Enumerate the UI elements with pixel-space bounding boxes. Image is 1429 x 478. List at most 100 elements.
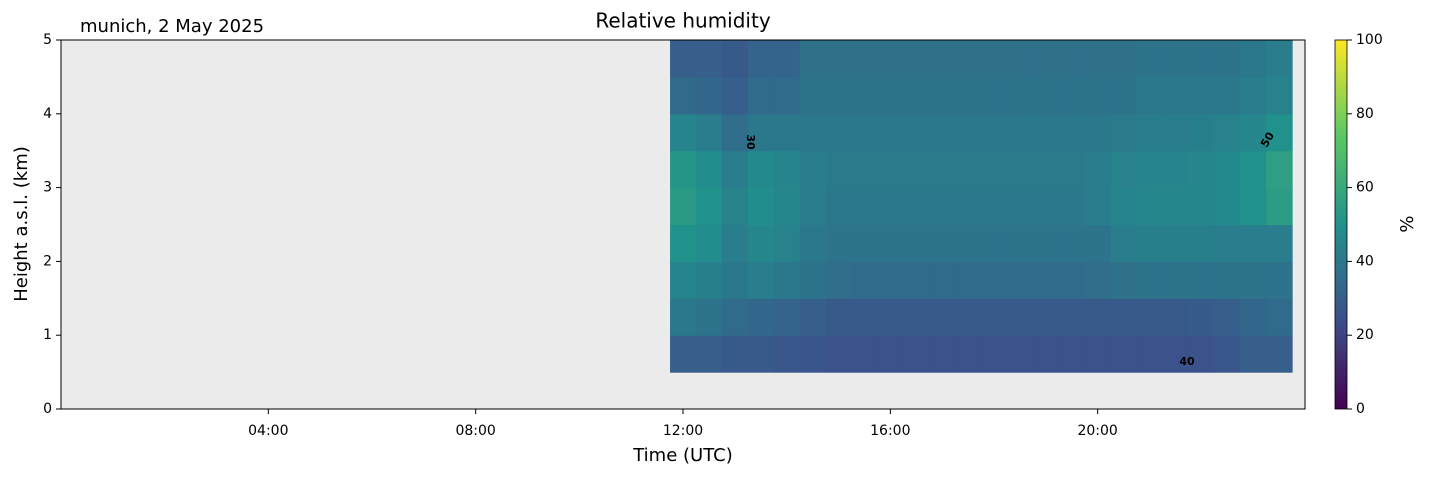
field-cell	[1032, 113, 1060, 152]
field-cell	[695, 113, 723, 152]
field-cell	[955, 261, 982, 299]
colorbar-tick-label: 60	[1356, 180, 1374, 196]
field-cell	[1084, 335, 1112, 373]
field-cell	[1058, 76, 1086, 115]
field-cell	[1084, 298, 1112, 336]
field-cell	[670, 150, 697, 189]
field-cell	[773, 76, 801, 115]
field-cell	[1032, 335, 1060, 373]
field-cell	[825, 335, 853, 373]
field-cell	[799, 40, 827, 78]
field-cell	[1136, 298, 1164, 336]
field-cell	[929, 298, 956, 336]
field-cell	[695, 298, 723, 336]
colorbar-tick-label: 0	[1356, 401, 1365, 417]
field-cell	[721, 150, 749, 189]
field-cell	[903, 150, 930, 189]
field-cell	[1006, 224, 1034, 262]
field-cell	[1032, 298, 1060, 336]
field-cell	[851, 335, 878, 373]
field-cell	[670, 76, 697, 115]
field-cell	[877, 224, 904, 262]
field-cell	[1084, 261, 1112, 299]
x-tick-label: 12:00	[663, 423, 703, 439]
field-cell	[1032, 261, 1060, 299]
field-cell	[903, 113, 930, 152]
field-cell	[721, 113, 749, 152]
field-cell	[981, 298, 1008, 336]
field-cell	[1266, 298, 1293, 336]
field-cell	[1110, 76, 1138, 115]
field-cell	[981, 187, 1008, 226]
field-cell	[747, 187, 775, 226]
field-cell	[851, 113, 878, 152]
field-cell	[825, 187, 853, 226]
field-cell	[1136, 40, 1164, 78]
y-axis-label: Height a.s.l. (km)	[11, 146, 32, 302]
field-cell	[670, 298, 697, 336]
field-cell	[1188, 40, 1215, 78]
field-cell	[877, 261, 904, 299]
field-cell	[1188, 150, 1215, 189]
field-cell	[981, 40, 1008, 78]
field-cell	[825, 113, 853, 152]
field-cell	[1058, 40, 1086, 78]
field-cell	[695, 224, 723, 262]
field-cell	[903, 261, 930, 299]
field-cell	[721, 335, 749, 373]
field-cell	[1032, 40, 1060, 78]
field-cell	[955, 113, 982, 152]
field-cell	[1240, 224, 1267, 262]
field-cell	[1110, 113, 1138, 152]
field-cell	[1006, 40, 1034, 78]
field-cell	[1032, 150, 1060, 189]
field-cell	[1006, 76, 1034, 115]
field-cell	[773, 150, 801, 189]
field-cell	[670, 40, 697, 78]
field-cell	[1214, 187, 1241, 226]
field-cell	[955, 40, 982, 78]
field-cell	[1136, 76, 1164, 115]
field-cell	[799, 298, 827, 336]
field-cell	[773, 335, 801, 373]
field-cell	[1188, 113, 1215, 152]
colorbar-tick-label: 100	[1356, 32, 1383, 48]
field-cell	[773, 187, 801, 226]
field-cell	[799, 261, 827, 299]
field-cell	[1162, 224, 1189, 262]
x-tick-label: 04:00	[248, 423, 288, 439]
field-cell	[825, 40, 853, 78]
field-cell	[1110, 261, 1138, 299]
field-cell	[1006, 150, 1034, 189]
field-cell	[851, 187, 878, 226]
field-cell	[877, 113, 904, 152]
field-cell	[955, 298, 982, 336]
field-cell	[1032, 76, 1060, 115]
field-cell	[825, 76, 853, 115]
field-cell	[1058, 150, 1086, 189]
field-cell	[1136, 113, 1164, 152]
contour-label: 40	[1179, 355, 1195, 368]
field-cell	[1058, 187, 1086, 226]
field-cell	[747, 335, 775, 373]
field-cell	[773, 113, 801, 152]
field-cell	[1006, 335, 1034, 373]
field-cell	[825, 150, 853, 189]
field-cell	[799, 113, 827, 152]
field-cell	[1110, 298, 1138, 336]
field-cell	[695, 40, 723, 78]
field-cell	[981, 150, 1008, 189]
field-cell	[747, 150, 775, 189]
field-cell	[670, 224, 697, 262]
field-cell	[955, 335, 982, 373]
field-cell	[903, 335, 930, 373]
y-tick-label: 3	[43, 180, 52, 196]
field-cell	[1110, 335, 1138, 373]
field-cell	[877, 76, 904, 115]
field-cell	[773, 298, 801, 336]
field-cell	[799, 76, 827, 115]
colorbar-tick-label: 80	[1356, 106, 1374, 122]
field-cell	[1110, 40, 1138, 78]
field-cell	[929, 76, 956, 115]
field-cell	[670, 335, 697, 373]
